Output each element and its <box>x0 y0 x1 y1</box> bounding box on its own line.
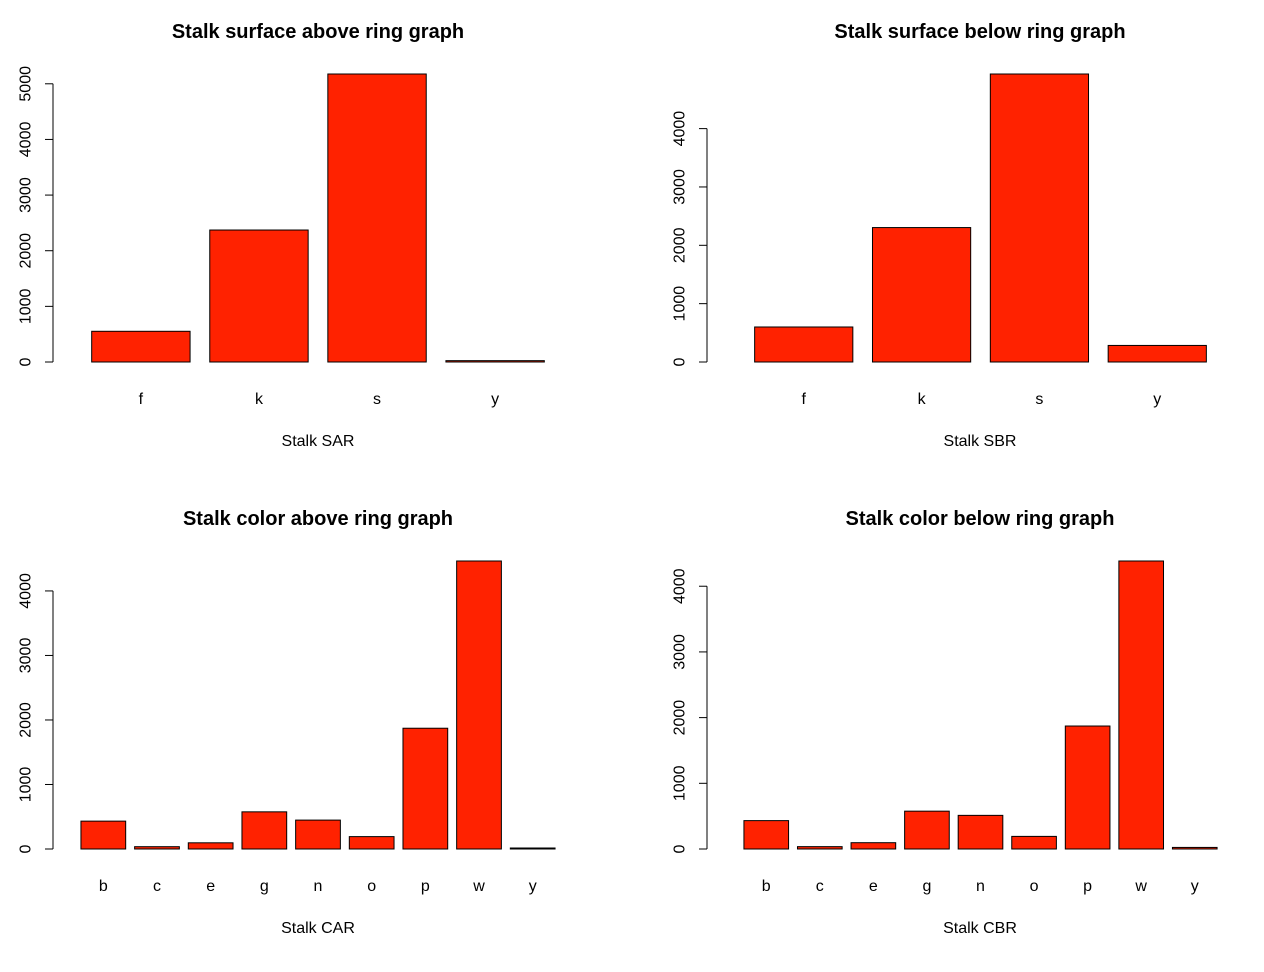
bar-y <box>445 360 545 363</box>
y-tick-label-3000: 3000 <box>18 638 35 674</box>
bar-o <box>1011 835 1057 850</box>
y-axis: 0 1000 2000 3000 4000 <box>672 568 708 853</box>
category-label-w: w <box>1134 878 1147 895</box>
bar-n <box>295 819 341 850</box>
category-label-k: k <box>918 391 927 408</box>
bar-g <box>904 810 950 850</box>
y-tick-label-4000: 4000 <box>18 122 35 158</box>
y-tick-label-2000: 2000 <box>18 233 35 269</box>
bar-e <box>850 842 897 850</box>
category-label-g: g <box>260 878 269 895</box>
bars <box>80 560 556 850</box>
category-label-n: n <box>314 878 323 895</box>
bar-y <box>1171 846 1218 850</box>
y-tick-label-0: 0 <box>672 357 689 366</box>
bar-s <box>989 73 1090 363</box>
x-axis-label: Stalk CAR <box>281 920 355 937</box>
x-axis-label: Stalk SAR <box>282 433 355 450</box>
chart-title: Stalk surface above ring graph <box>172 21 464 43</box>
y-tick-label-2000: 2000 <box>672 700 689 736</box>
category-label-s: s <box>1035 391 1043 408</box>
y-axis: 0 1000 2000 3000 4000 <box>672 111 708 366</box>
bar-c <box>134 846 180 850</box>
bar-p <box>402 727 449 850</box>
bar-k <box>871 227 972 363</box>
bar-c <box>796 846 843 850</box>
y-tick-label-1000: 1000 <box>18 288 35 324</box>
y-tick-label-1000: 1000 <box>18 767 35 803</box>
chart-title: Stalk color above ring graph <box>183 508 453 530</box>
category-label-e: e <box>869 878 878 895</box>
category-label-o: o <box>367 878 376 895</box>
chart-stalk-surface-below-ring: Stalk surface below ring graph 0 1000 2000… <box>672 21 1207 450</box>
category-label-c: c <box>153 878 161 895</box>
category-label-f: f <box>802 391 807 408</box>
category-label-c: c <box>816 878 824 895</box>
chart-title: Stalk surface below ring graph <box>834 21 1125 43</box>
category-label-y: y <box>491 391 499 408</box>
y-tick-label-3000: 3000 <box>672 169 689 205</box>
bar-y <box>509 847 556 850</box>
category-label-b: b <box>762 878 771 895</box>
y-tick-label-0: 0 <box>672 844 689 853</box>
category-label-e: e <box>206 878 215 895</box>
bar-f <box>754 326 854 363</box>
chart-stalk-color-above-ring: Stalk color above ring graph 0 1000 2000 30… <box>18 508 556 937</box>
y-tick-label-1000: 1000 <box>672 286 689 322</box>
bar-n <box>957 814 1004 850</box>
bar-k <box>209 229 309 363</box>
y-tick-label-0: 0 <box>18 844 35 853</box>
bar-o <box>348 836 395 850</box>
y-tick-label-4000: 4000 <box>672 111 689 147</box>
category-label-b: b <box>99 878 108 895</box>
bars <box>91 73 545 363</box>
bar-w <box>1118 560 1165 850</box>
bar-w <box>456 560 502 850</box>
y-axis: 0 1000 2000 3000 4000 <box>18 573 54 853</box>
y-tick-label-2000: 2000 <box>672 227 689 263</box>
category-label-s: s <box>373 391 381 408</box>
category-label-y: y <box>529 878 537 895</box>
y-tick-label-2000: 2000 <box>18 702 35 738</box>
bar-g <box>241 811 288 850</box>
bar-y <box>1107 344 1207 363</box>
category-label-k: k <box>255 391 264 408</box>
bar-b <box>743 820 790 850</box>
bar-s <box>327 73 427 363</box>
bar-e <box>187 842 234 850</box>
category-label-w: w <box>472 878 485 895</box>
x-axis-label: Stalk SBR <box>944 433 1017 450</box>
category-label-g: g <box>922 878 931 895</box>
y-tick-label-0: 0 <box>18 357 35 366</box>
y-tick-label-3000: 3000 <box>672 634 689 670</box>
bar-b <box>80 820 127 850</box>
category-label-y: y <box>1191 878 1199 895</box>
y-tick-label-4000: 4000 <box>672 568 689 604</box>
chart-stalk-color-below-ring: Stalk color below ring graph 0 1000 2000 30… <box>672 508 1218 937</box>
bars <box>743 560 1218 850</box>
category-label-p: p <box>1083 878 1092 895</box>
y-tick-label-1000: 1000 <box>672 765 689 801</box>
x-axis-label: Stalk CBR <box>943 920 1017 937</box>
chart-stalk-surface-above-ring: Stalk surface above ring graph 0 1000 2000… <box>18 21 545 450</box>
category-label-y: y <box>1153 391 1161 408</box>
y-tick-label-4000: 4000 <box>18 573 35 609</box>
chart-title: Stalk color below ring graph <box>846 508 1115 530</box>
y-tick-label-3000: 3000 <box>18 177 35 213</box>
bar-f <box>91 330 191 363</box>
y-axis: 0 1000 2000 3000 4000 5000 <box>18 66 54 366</box>
category-label-f: f <box>139 391 144 408</box>
bar-p <box>1064 725 1111 850</box>
bars <box>754 73 1207 363</box>
y-tick-label-5000: 5000 <box>18 66 35 102</box>
category-label-p: p <box>421 878 430 895</box>
category-label-n: n <box>976 878 985 895</box>
category-label-o: o <box>1030 878 1039 895</box>
